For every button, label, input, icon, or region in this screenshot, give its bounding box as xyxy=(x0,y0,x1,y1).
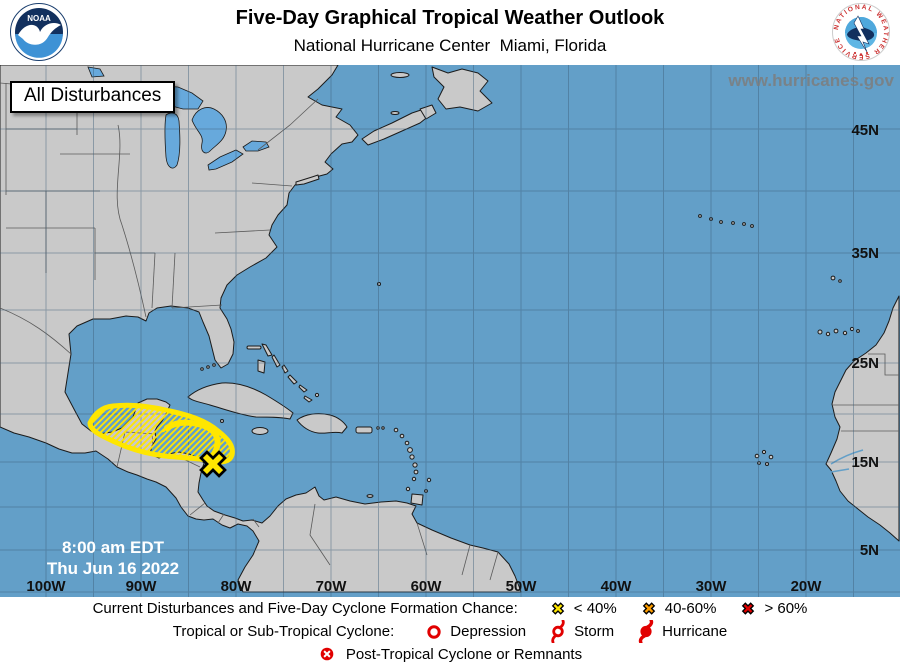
legend-row-post-tropical: Post-Tropical Cyclone or Remnants xyxy=(318,645,582,663)
lat-label: 15N xyxy=(851,454,879,471)
disturbance-x-marker[interactable] xyxy=(195,446,231,482)
legend-row1-label: Current Disturbances and Five-Day Cyclon… xyxy=(92,600,518,617)
legend-post-tropical: Post-Tropical Cyclone or Remnants xyxy=(345,645,583,663)
hurricane-icon xyxy=(636,620,656,643)
lon-label: 80W xyxy=(221,578,253,595)
land-jamaica xyxy=(251,427,269,435)
lat-label: 5N xyxy=(860,542,879,559)
land-atlantic-islands xyxy=(698,214,860,466)
disturbance-area[interactable] xyxy=(87,402,235,465)
outlook-map-image[interactable]: All Disturbances xyxy=(0,64,900,597)
lat-labels: 45N 35N 25N 15N 5N xyxy=(851,122,879,559)
great-lakes xyxy=(87,66,270,171)
lon-labels: 100W 90W 80W 70W 60W 50W 40W 30W 20W xyxy=(26,578,822,595)
legend-chance-medium: 40-60% xyxy=(664,600,717,617)
disturbance-area-shape[interactable] xyxy=(87,402,235,465)
land-cuba xyxy=(187,382,294,420)
page-subtitle: National Hurricane Center Miami, Florida xyxy=(293,36,607,55)
legend: Current Disturbances and Five-Day Cyclon… xyxy=(0,597,900,665)
x-low-icon xyxy=(548,599,568,618)
noaa-logo-text: NOAA xyxy=(27,14,51,23)
motion-arrow xyxy=(164,419,221,459)
africa-rivers xyxy=(830,449,864,473)
lon-label: 40W xyxy=(601,578,633,595)
issued-time: 8:00 am EDT xyxy=(62,538,165,557)
x-high-icon xyxy=(738,599,758,618)
land-lesser-antilles xyxy=(366,426,432,506)
legend-hurricane: Hurricane xyxy=(662,623,728,640)
land-bahamas xyxy=(246,343,320,403)
legend-chance-high: > 60% xyxy=(764,600,808,617)
page-title: Five-Day Graphical Tropical Weather Outl… xyxy=(235,7,665,29)
lon-label: 70W xyxy=(316,578,348,595)
lon-label: 50W xyxy=(506,578,538,595)
legend-row-cyclone: Tropical or Sub-Tropical Cyclone: Depres… xyxy=(173,620,727,643)
noaa-logo-icon: NOAA xyxy=(10,3,68,61)
issued-timestamp: 8:00 am EDT Thu Jun 16 2022 xyxy=(47,538,179,578)
grid-lines xyxy=(0,65,900,597)
legend-chance-low: < 40% xyxy=(573,600,617,617)
lon-label: 30W xyxy=(696,578,728,595)
legend-storm: Storm xyxy=(574,623,615,640)
post-tropical-icon xyxy=(318,645,336,663)
watermark: www.hurricanes.gov xyxy=(727,71,894,90)
motion-arrow-head xyxy=(159,420,173,433)
nws-logo-icon: NATIONAL WEATHER SERVICE xyxy=(832,3,890,61)
all-disturbances-label: All Disturbances xyxy=(10,81,176,113)
lon-label: 100W xyxy=(26,578,66,595)
lon-label: 60W xyxy=(411,578,443,595)
land-puerto-rico xyxy=(355,426,373,434)
land-africa xyxy=(825,295,900,542)
lon-label: 20W xyxy=(791,578,823,595)
lat-label: 25N xyxy=(851,355,879,372)
land-masses xyxy=(0,64,900,593)
storm-icon xyxy=(548,620,568,643)
legend-row-formation-chance: Current Disturbances and Five-Day Cyclon… xyxy=(93,599,808,618)
issued-date: Thu Jun 16 2022 xyxy=(47,559,179,578)
legend-depression: Depression xyxy=(450,623,527,640)
header: NOAA Five-Day Graphical Tropical Weather… xyxy=(0,0,900,66)
legend-row2-label: Tropical or Sub-Tropical Cyclone: xyxy=(172,623,395,640)
map-svg[interactable]: www.hurricanes.gov 45N 35N 25N 15N 5N 10… xyxy=(0,64,900,597)
depression-icon xyxy=(424,621,444,643)
lon-label: 90W xyxy=(126,578,158,595)
lat-label: 35N xyxy=(851,245,879,262)
lat-label: 45N xyxy=(851,122,879,139)
x-medium-icon xyxy=(639,599,659,618)
land-hispaniola xyxy=(296,413,348,434)
land-bermuda xyxy=(377,282,381,286)
land-newfoundland xyxy=(431,66,493,112)
